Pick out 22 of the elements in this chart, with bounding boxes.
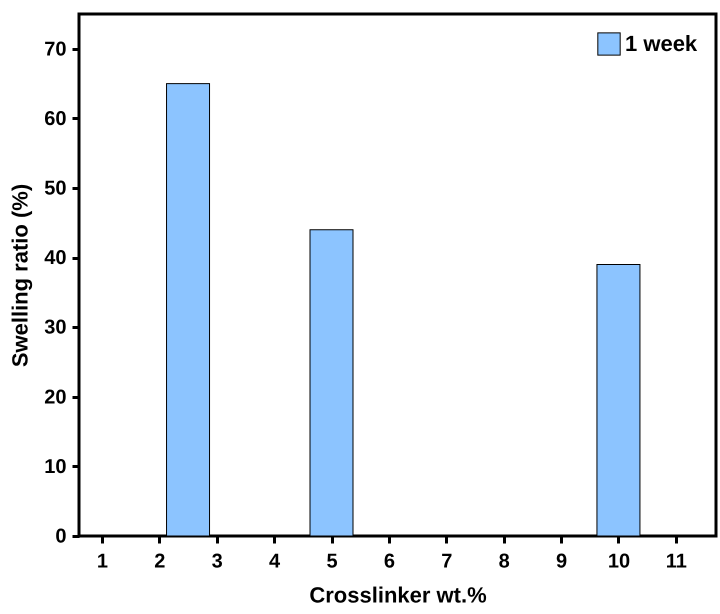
x-tick-label: 5	[326, 550, 338, 572]
y-tick-label: 0	[55, 526, 66, 548]
y-tick-label: 40	[44, 247, 66, 270]
legend-label: 1 week	[625, 31, 698, 56]
x-tick-label: 9	[556, 550, 568, 572]
x-tick-label: 2	[154, 550, 166, 572]
y-tick-label: 10	[44, 456, 66, 478]
x-tick-label: 8	[498, 550, 510, 572]
x-axis-title: Crosslinker wt.%	[309, 582, 487, 608]
x-tick-label: 1	[96, 550, 108, 572]
x-tick-label: 10	[608, 550, 630, 572]
x-tick-label: 6	[384, 550, 395, 572]
x-tick-label: 4	[269, 550, 282, 572]
y-tick-label: 50	[44, 178, 66, 200]
y-tick-label: 30	[44, 316, 66, 339]
y-tick-label: 70	[44, 38, 66, 60]
y-tick-label: 60	[44, 108, 66, 130]
y-tick-label: 20	[44, 386, 66, 408]
x-tick-label: 11	[666, 550, 687, 572]
x-tick-label: 3	[212, 550, 223, 572]
y-axis-title: Swelling ratio (%)	[7, 184, 32, 368]
x-tick-label: 7	[441, 550, 452, 572]
